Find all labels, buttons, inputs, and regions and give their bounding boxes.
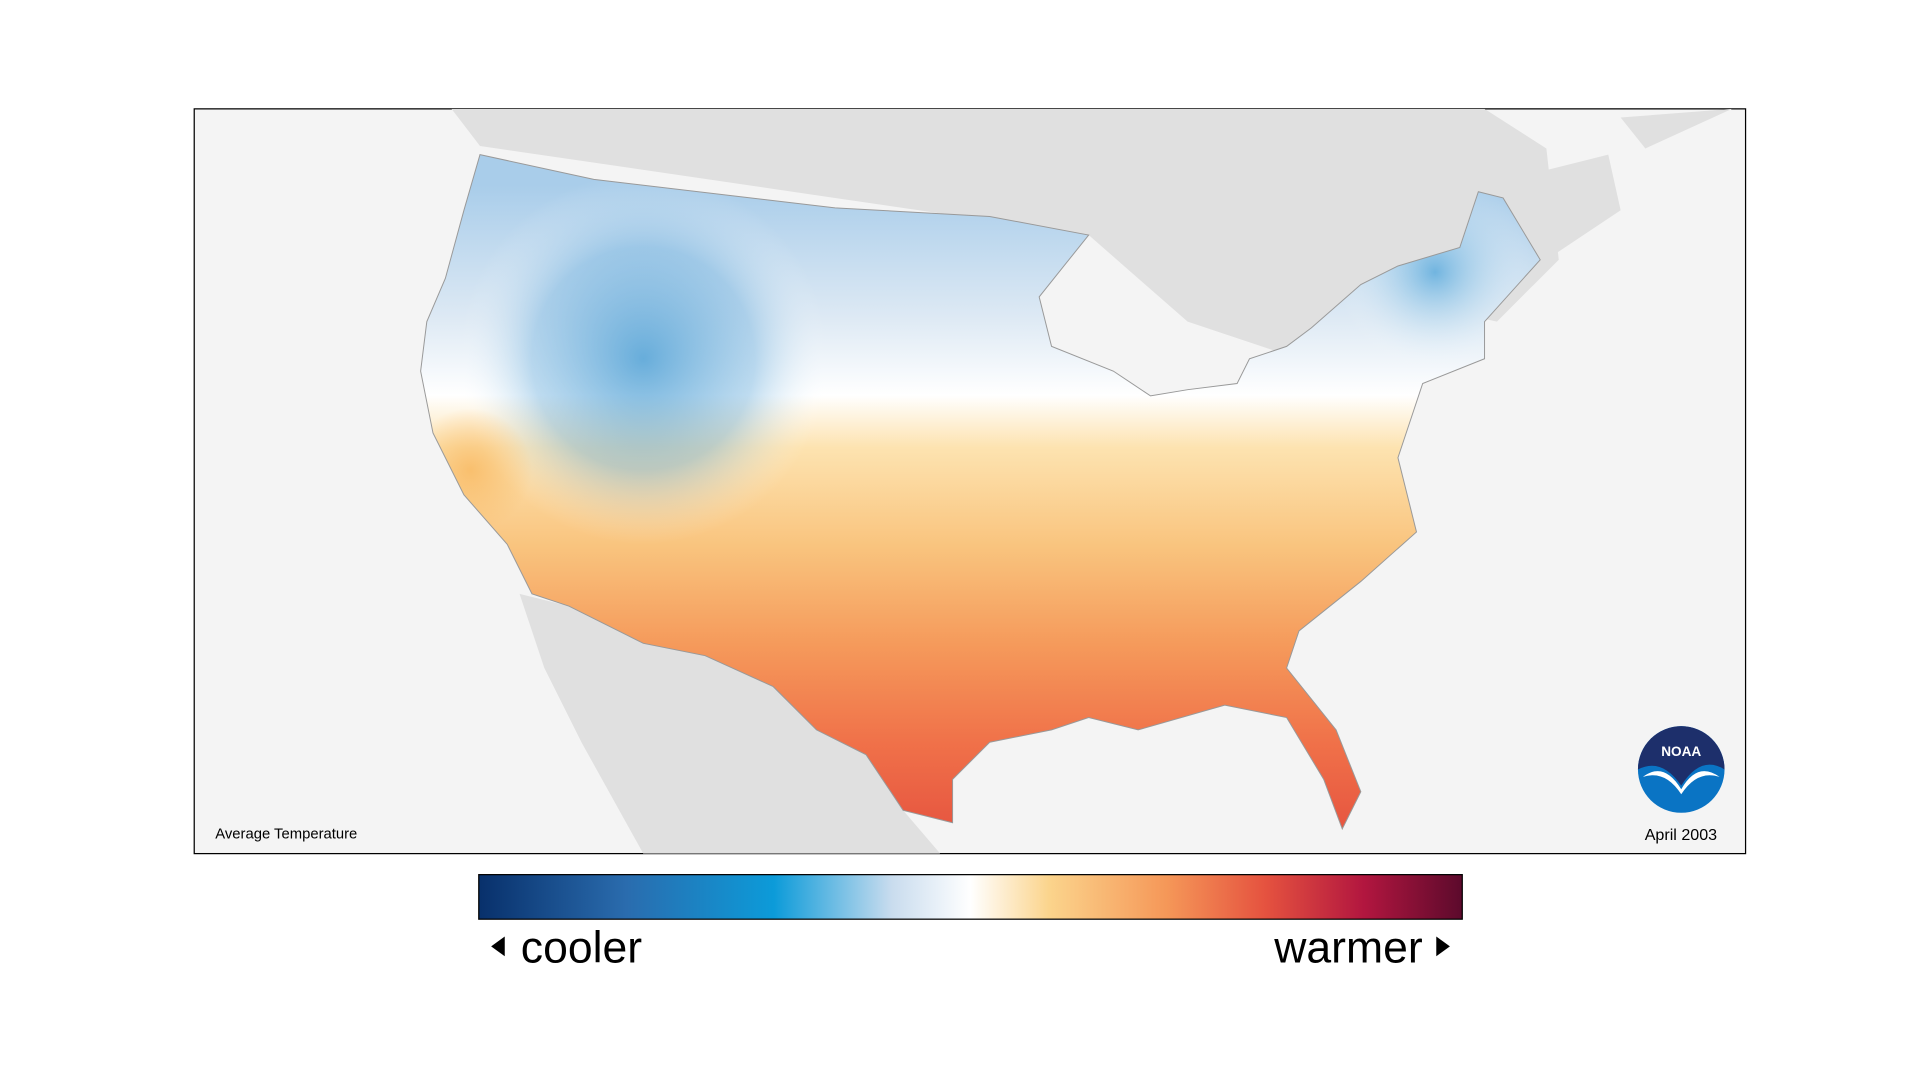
legend-high: warmer <box>1273 923 1423 972</box>
arrow-left <box>491 936 505 957</box>
neighbor-land <box>451 108 1732 854</box>
map-date: April 2003 <box>1645 826 1717 844</box>
noaa-logo: NOAA <box>1637 726 1725 813</box>
arrow-right <box>1436 936 1450 957</box>
logo-text: NOAA <box>1661 744 1701 759</box>
legend-low: cooler <box>521 923 642 972</box>
color-bar <box>478 874 1463 920</box>
map-title: Average Temperature <box>215 827 357 843</box>
